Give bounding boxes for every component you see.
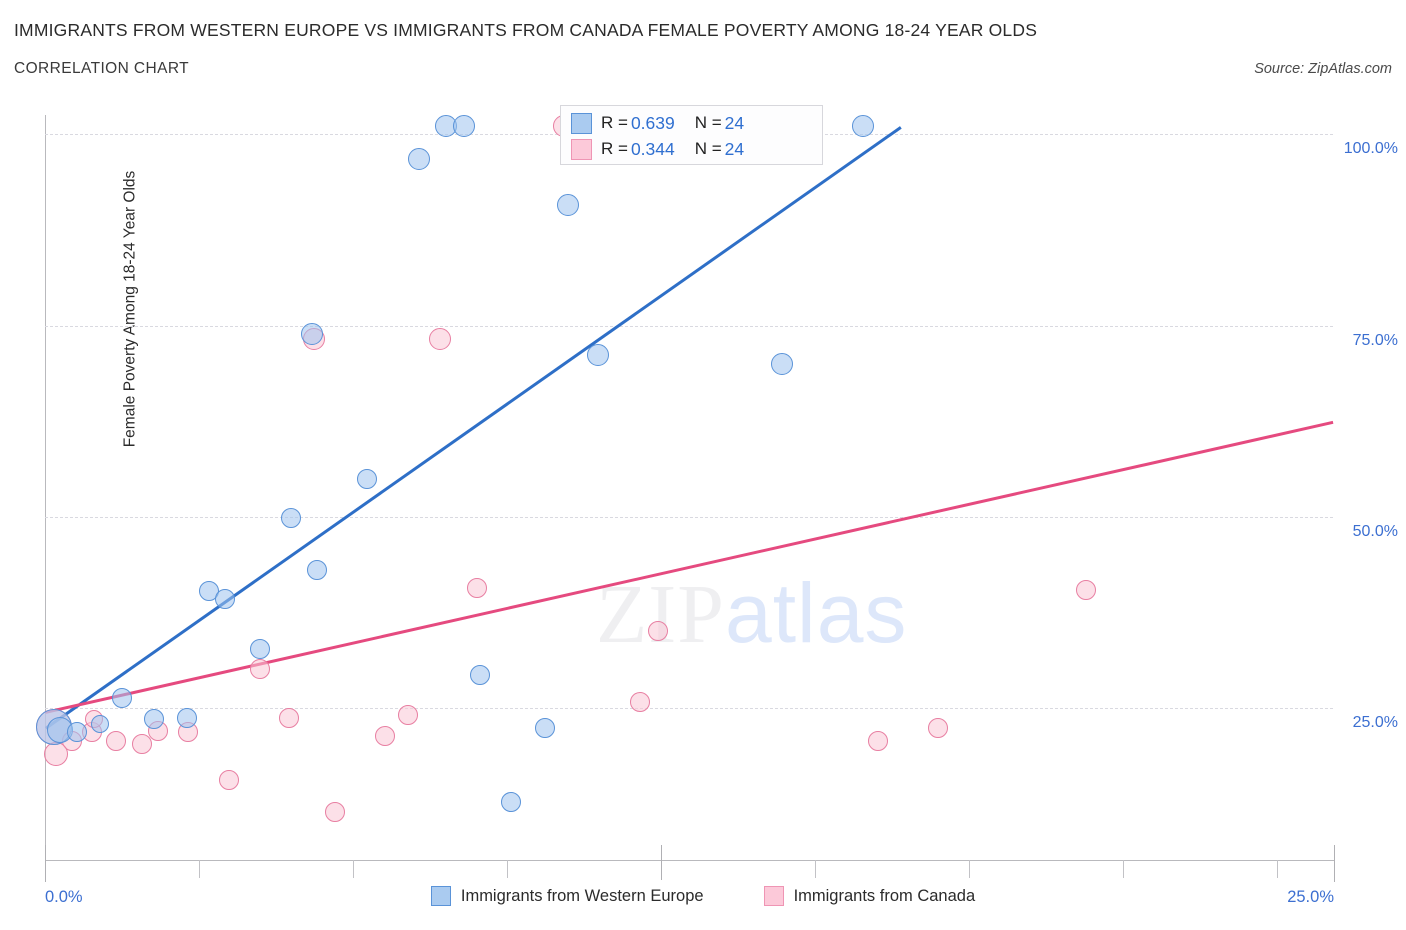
x-axis-tick — [1334, 845, 1335, 880]
scatter-point[interactable] — [452, 115, 475, 138]
x-axis-tick — [815, 860, 816, 878]
x-axis-line — [45, 860, 1334, 861]
zipatlas-watermark: ZIPatlas — [596, 566, 908, 661]
y-tick-label: 100.0% — [1343, 140, 1398, 158]
scatter-point[interactable] — [398, 705, 419, 726]
legend-swatch-blue-icon — [430, 886, 451, 906]
scatter-point[interactable] — [131, 734, 152, 755]
chart-legend: Immigrants from Western Europe Immigrant… — [0, 886, 1406, 906]
scatter-point[interactable] — [586, 344, 609, 367]
r-label-pink: R = — [601, 139, 628, 158]
scatter-point[interactable] — [106, 731, 127, 752]
scatter-point[interactable] — [177, 707, 198, 728]
scatter-point[interactable] — [429, 328, 452, 351]
stats-row-canada: R = 0.344 N = 24 — [571, 136, 812, 162]
scatter-point[interactable] — [281, 507, 302, 528]
source-label: Source: ZipAtlas.com — [1254, 61, 1392, 77]
x-tick-label-min: 0.0% — [45, 888, 83, 906]
n-value-pink: 24 — [724, 138, 745, 159]
scatter-point[interactable] — [250, 639, 271, 660]
r-label-blue: R = — [601, 113, 628, 132]
scatter-point[interactable] — [307, 559, 328, 580]
swatch-pink-icon — [571, 138, 592, 160]
swatch-blue-icon — [571, 112, 592, 134]
x-axis-tick — [507, 860, 508, 878]
gridline-y — [45, 708, 1333, 710]
r-value-pink: 0.344 — [630, 138, 675, 159]
legend-swatch-pink-icon — [763, 886, 784, 906]
scatter-point[interactable] — [407, 148, 430, 171]
legend-item-western-europe[interactable]: Immigrants from Western Europe — [430, 886, 704, 906]
scatter-point[interactable] — [501, 791, 522, 812]
scatter-point[interactable] — [466, 578, 487, 599]
scatter-point[interactable] — [868, 731, 889, 752]
x-axis-tick — [661, 845, 662, 880]
scatter-point[interactable] — [852, 115, 875, 138]
trendline-canada — [45, 421, 1334, 715]
scatter-point[interactable] — [375, 725, 396, 746]
legend-label-canada: Immigrants from Canada — [793, 886, 976, 905]
scatter-point[interactable] — [648, 621, 669, 642]
scatter-point[interactable] — [90, 714, 109, 733]
gridline-y — [45, 516, 1333, 518]
scatter-point[interactable] — [279, 708, 300, 729]
scatter-point[interactable] — [556, 193, 579, 216]
x-axis-tick — [969, 860, 970, 878]
scatter-point[interactable] — [630, 692, 651, 713]
scatter-point[interactable] — [357, 469, 377, 490]
n-label-blue: N = — [694, 113, 722, 132]
stats-row-western-europe: R = 0.639 N = 24 — [571, 110, 812, 136]
scatter-point[interactable] — [927, 717, 948, 738]
correlation-stats-box: R = 0.639 N = 24 R = 0.344 N = 24 — [560, 105, 823, 165]
legend-label-western-europe: Immigrants from Western Europe — [460, 886, 704, 905]
page-title: IMMIGRANTS FROM WESTERN EUROPE VS IMMIGR… — [14, 20, 1038, 40]
chart-subtitle: CORRELATION CHART — [14, 60, 190, 77]
y-axis-line — [45, 115, 46, 860]
y-tick-label: 50.0% — [1352, 522, 1398, 540]
x-axis-tick — [1277, 860, 1278, 878]
plot-area: ZIPatlas — [36, 115, 1334, 855]
scatter-point[interactable] — [214, 588, 235, 609]
n-value-blue: 24 — [724, 112, 745, 133]
scatter-point[interactable] — [324, 801, 345, 822]
r-value-blue: 0.639 — [630, 112, 675, 133]
scatter-point[interactable] — [534, 718, 555, 739]
scatter-point[interactable] — [144, 709, 165, 730]
trendline-western-europe — [45, 125, 902, 730]
x-axis-tick — [353, 860, 354, 878]
x-axis-tick — [45, 845, 46, 880]
x-axis-tick — [1123, 860, 1124, 878]
scatter-point[interactable] — [770, 352, 793, 375]
scatter-point[interactable] — [249, 658, 270, 679]
n-label-pink: N = — [694, 139, 722, 158]
x-tick-label-max: 25.0% — [1287, 888, 1334, 906]
x-axis-tick — [199, 860, 200, 878]
scatter-point[interactable] — [300, 322, 323, 345]
y-tick-label: 75.0% — [1352, 331, 1398, 349]
gridline-y — [45, 325, 1333, 327]
scatter-point[interactable] — [112, 688, 133, 709]
scatter-point[interactable] — [219, 770, 240, 791]
scatter-point[interactable] — [470, 665, 491, 686]
y-tick-label: 25.0% — [1352, 714, 1398, 732]
scatter-point[interactable] — [44, 741, 69, 766]
legend-item-canada[interactable]: Immigrants from Canada — [763, 886, 976, 906]
scatter-point[interactable] — [66, 722, 87, 743]
scatter-point[interactable] — [1075, 579, 1096, 600]
